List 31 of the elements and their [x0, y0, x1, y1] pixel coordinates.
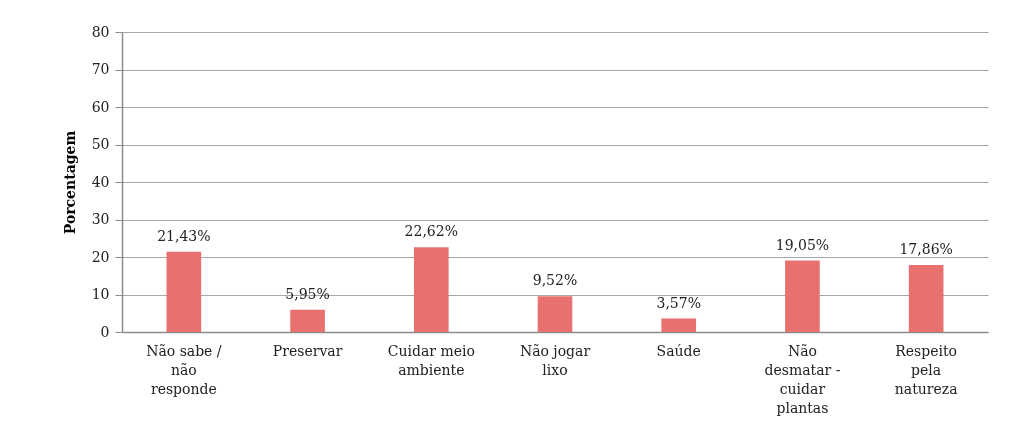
- bar: [785, 260, 820, 332]
- bar: [908, 265, 944, 332]
- data-label: 5,95%: [285, 285, 330, 302]
- x-tick-label: Não jogar lixo: [519, 342, 591, 378]
- bar: [661, 318, 697, 332]
- x-tick-label: Não sabe / não responde: [146, 342, 222, 397]
- y-tick-label: 20: [91, 248, 110, 265]
- x-tick-label: Preservar: [272, 342, 343, 359]
- y-tick-label: 40: [91, 173, 110, 190]
- y-tick-label: 10: [91, 286, 110, 302]
- y-tick-label: 60: [91, 98, 110, 115]
- data-label: 19,05%: [775, 236, 830, 253]
- data-label: 3,57%: [656, 294, 701, 311]
- y-tick-label: 80: [91, 23, 110, 40]
- bar: [166, 251, 202, 332]
- y-axis-title: Porcentagem: [61, 130, 78, 235]
- y-tick-label: 0: [100, 323, 110, 340]
- x-tick-label: Respeito pela natureza: [894, 342, 958, 397]
- bar: [537, 296, 573, 332]
- bar: [290, 309, 325, 332]
- x-tick-label: Não desmatar - cuidar plantas: [764, 342, 841, 416]
- bar: [413, 247, 449, 332]
- y-tick-label: 70: [91, 61, 110, 77]
- y-tick-label: 30: [91, 211, 110, 227]
- y-tick-label: 50: [91, 136, 110, 152]
- data-label: 17,86%: [899, 241, 953, 258]
- x-tick-label: Saúde: [656, 342, 701, 359]
- data-label: 9,52%: [532, 272, 578, 289]
- x-tick-label: Cuidar meio ambiente: [387, 342, 475, 378]
- data-label: 21,43%: [157, 227, 211, 244]
- data-label: 22,62%: [404, 223, 458, 240]
